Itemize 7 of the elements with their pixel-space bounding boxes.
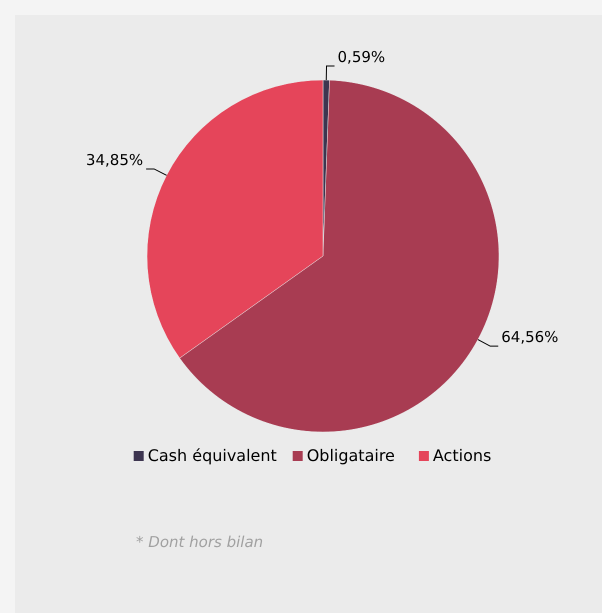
data-label: 34,85% <box>86 150 144 169</box>
legend-label: Actions <box>432 446 492 465</box>
data-label: 64,56% <box>501 328 558 346</box>
legend-label: Cash équivalent <box>148 446 277 465</box>
data-label: 0,59% <box>338 48 386 66</box>
text: * Dont hors bilan <box>136 533 264 551</box>
legend-label: Obligataire <box>306 446 395 465</box>
